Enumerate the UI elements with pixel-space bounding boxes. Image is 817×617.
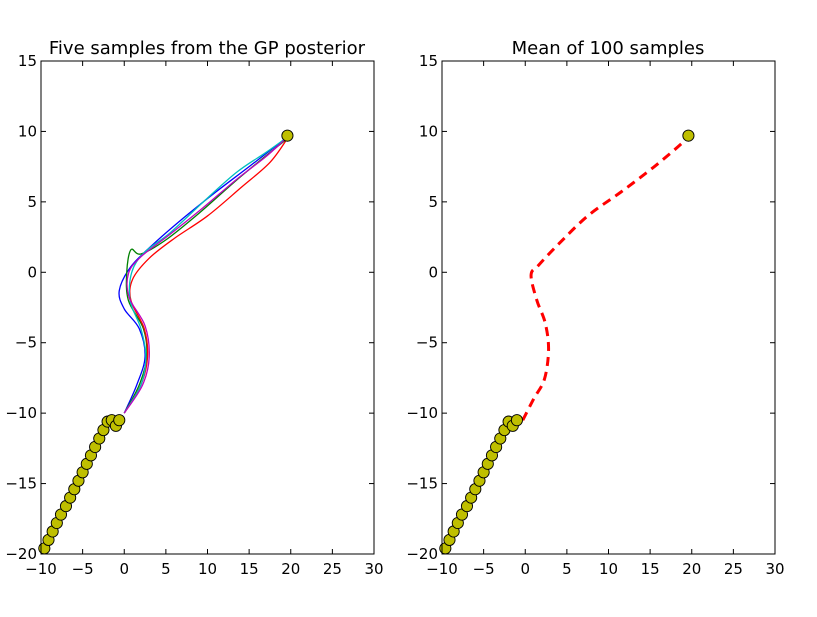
left-x-tick-label: 0 [119,560,129,578]
left-y-tick-label: 10 [18,122,37,140]
left-axes-frame [40,60,375,555]
right-series-line-0 [521,134,690,421]
right-axes-frame [441,60,776,555]
right-x-tick-label: 25 [724,560,743,578]
right-y-tick-label: 5 [428,193,438,211]
left-x-tick-label: 30 [364,560,383,578]
right-x-tick-label: −10 [426,560,458,578]
right-y-tick-label: −15 [406,475,438,493]
right-x-tick-label: 10 [599,560,618,578]
left-observation-marker-18 [113,414,126,427]
right-y-tick-label: 15 [419,52,438,70]
right-x-tick-label: 30 [765,560,784,578]
left-x-tick-label: 20 [281,560,300,578]
right-y-tick-label: 0 [428,263,438,281]
left-series-line-3 [123,136,288,414]
right-x-tick-label: 15 [641,560,660,578]
right-chart-panel: Mean of 100 samples −10 −5 0 5 10 15 20 25 30 −20… [406,38,784,578]
left-x-tick-label: 15 [240,560,259,578]
right-series-group [521,134,690,421]
right-x-tick-label: 5 [562,560,572,578]
right-chart-title: Mean of 100 samples [512,38,705,59]
left-x-tick-label: −10 [25,560,57,578]
right-x-tick-label: 0 [520,560,530,578]
left-y-tick-label: 15 [18,52,37,70]
left-y-tick-label: −15 [5,475,37,493]
left-y-tick-label: 0 [27,263,37,281]
right-observation-marker-18 [682,129,695,142]
right-observation-marker-17 [510,414,523,427]
left-series-group [118,136,288,414]
left-x-tick-label: 5 [161,560,171,578]
left-series-line-2 [123,138,288,414]
right-x-tick-label: −5 [473,560,495,578]
left-y-tick-label: −10 [5,404,37,422]
left-y-tick-label: −20 [5,545,37,563]
left-x-tick-label: 25 [323,560,342,578]
right-x-tick-label: 20 [682,560,701,578]
left-series-line-0 [118,136,288,414]
left-chart-panel: Five samples from the GP posterior −10 −5… [5,38,383,578]
right-y-tick-label: −20 [406,545,438,563]
left-observation-points [38,129,294,555]
right-y-tick-label: −10 [406,404,438,422]
left-observation-marker-19 [281,129,294,142]
left-y-tick-label: −5 [15,334,37,352]
right-observation-points [439,129,695,555]
left-series-line-4 [123,136,288,414]
left-series-line-1 [123,137,288,414]
left-x-tick-label: 10 [198,560,217,578]
right-y-tick-label: −5 [416,334,438,352]
left-y-tick-label: 5 [27,193,37,211]
left-x-tick-label: −5 [72,560,94,578]
left-chart-title: Five samples from the GP posterior [49,38,366,59]
right-y-tick-label: 10 [419,122,438,140]
